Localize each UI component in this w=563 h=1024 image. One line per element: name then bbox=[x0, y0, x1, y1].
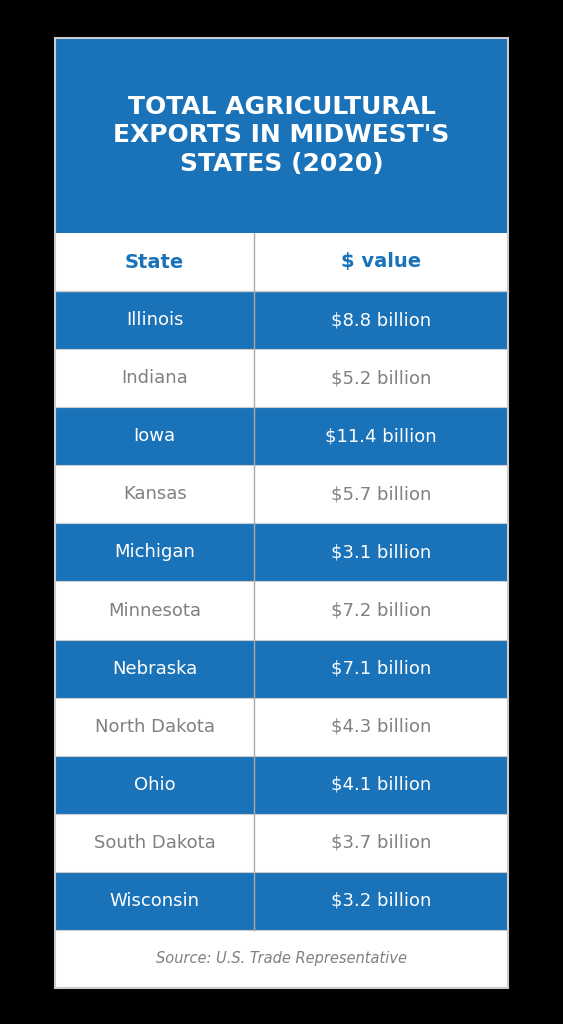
Bar bbox=[55, 408, 508, 465]
Bar bbox=[55, 523, 508, 582]
Bar bbox=[55, 930, 508, 988]
Text: TOTAL AGRICULTURAL
EXPORTS IN MIDWEST'S
STATES (2020): TOTAL AGRICULTURAL EXPORTS IN MIDWEST'S … bbox=[113, 95, 450, 176]
Text: Wisconsin: Wisconsin bbox=[110, 892, 200, 910]
Text: Michigan: Michigan bbox=[114, 544, 195, 561]
Text: Indiana: Indiana bbox=[121, 369, 188, 387]
Bar bbox=[55, 291, 508, 349]
Text: $7.1 billion: $7.1 billion bbox=[331, 659, 431, 678]
Text: $7.2 billion: $7.2 billion bbox=[331, 601, 431, 620]
Bar bbox=[55, 582, 508, 640]
Text: $4.1 billion: $4.1 billion bbox=[331, 776, 431, 794]
Bar bbox=[55, 233, 508, 291]
Bar bbox=[55, 465, 508, 523]
Text: $ value: $ value bbox=[341, 253, 421, 271]
Bar bbox=[55, 640, 508, 697]
Bar bbox=[55, 38, 508, 988]
Text: $11.4 billion: $11.4 billion bbox=[325, 427, 437, 445]
Bar bbox=[55, 349, 508, 408]
Text: Iowa: Iowa bbox=[133, 427, 176, 445]
Text: North Dakota: North Dakota bbox=[95, 718, 215, 735]
Text: $5.2 billion: $5.2 billion bbox=[331, 369, 431, 387]
Text: $4.3 billion: $4.3 billion bbox=[331, 718, 431, 735]
Text: Minnesota: Minnesota bbox=[108, 601, 201, 620]
Text: South Dakota: South Dakota bbox=[94, 834, 216, 852]
Text: $8.8 billion: $8.8 billion bbox=[331, 311, 431, 329]
Text: $5.7 billion: $5.7 billion bbox=[331, 485, 431, 504]
Text: $3.1 billion: $3.1 billion bbox=[331, 544, 431, 561]
Bar bbox=[55, 38, 508, 233]
Bar bbox=[55, 38, 508, 988]
Text: State: State bbox=[125, 253, 184, 271]
Text: Nebraska: Nebraska bbox=[112, 659, 197, 678]
Bar bbox=[55, 871, 508, 930]
Text: Ohio: Ohio bbox=[134, 776, 176, 794]
Bar bbox=[55, 756, 508, 814]
Text: Kansas: Kansas bbox=[123, 485, 186, 504]
Text: Illinois: Illinois bbox=[126, 311, 184, 329]
Text: $3.7 billion: $3.7 billion bbox=[331, 834, 431, 852]
Text: $3.2 billion: $3.2 billion bbox=[331, 892, 431, 910]
Bar bbox=[55, 814, 508, 871]
Bar bbox=[55, 697, 508, 756]
Text: Source: U.S. Trade Representative: Source: U.S. Trade Representative bbox=[156, 951, 407, 967]
